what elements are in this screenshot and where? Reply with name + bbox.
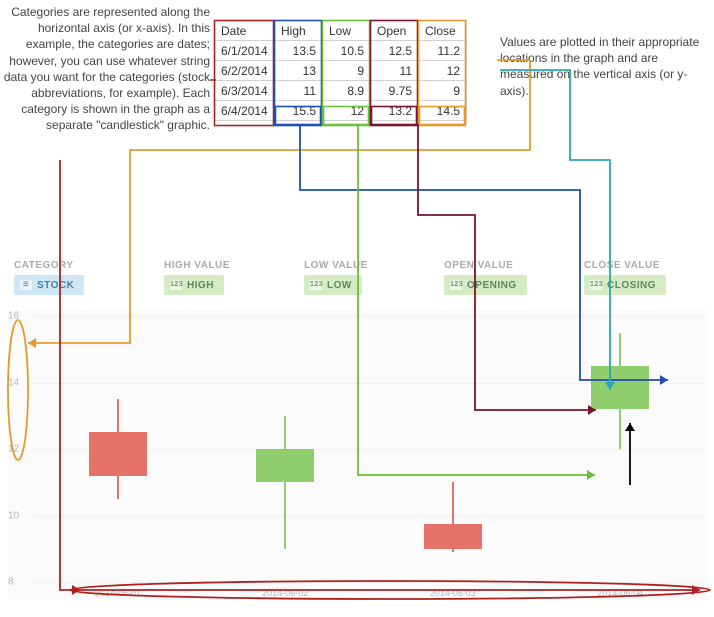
table-cell: 11	[371, 61, 419, 81]
table-cell: 6/2/2014	[215, 61, 275, 81]
candlestick	[89, 310, 147, 600]
table-header: Close	[419, 21, 467, 41]
candle-body	[89, 432, 147, 475]
data-table: DateHighLowOpenClose6/1/201413.510.512.5…	[214, 20, 467, 121]
shelf-column: LOW VALUE 123 LOW	[298, 260, 438, 295]
diagram-root: { "layout": { "width": 714, "height": 61…	[0, 0, 714, 617]
field-pill[interactable]: 123 HIGH	[164, 275, 224, 295]
table-cell: 14.5	[419, 101, 467, 121]
candlestick	[256, 310, 314, 600]
shelf-column: CATEGORY ≡ STOCK	[8, 260, 158, 295]
pill-label: OPENING	[467, 280, 517, 291]
y-axis-tick: 12	[8, 444, 19, 455]
pill-label: STOCK	[37, 280, 74, 291]
annotation-left: Categories are represented along the hor…	[0, 4, 210, 134]
field-pill[interactable]: 123 LOW	[304, 275, 362, 295]
shelf-column: OPEN VALUE 123 OPENING	[438, 260, 578, 295]
shelf-label: OPEN VALUE	[444, 260, 572, 271]
table-cell: 11.2	[419, 41, 467, 61]
field-pill[interactable]: 123 OPENING	[444, 275, 527, 295]
table-cell: 12.5	[371, 41, 419, 61]
pill-label: LOW	[327, 280, 352, 291]
table-header: Low	[323, 21, 371, 41]
pill-label: HIGH	[187, 280, 214, 291]
table-cell: 6/3/2014	[215, 81, 275, 101]
number-icon: 123	[310, 280, 322, 290]
table-cell: 12	[323, 101, 371, 121]
table-row: 6/2/20141391112	[215, 61, 467, 81]
number-icon: 123	[450, 280, 462, 290]
annotation-top-right: Values are plotted in their appropriate …	[500, 34, 700, 99]
shelf-label: CLOSE VALUE	[584, 260, 702, 271]
table-row: 6/3/2014118.99.759	[215, 81, 467, 101]
candlestick	[591, 310, 649, 600]
table-header: Open	[371, 21, 419, 41]
table-cell: 9	[419, 81, 467, 101]
field-pill[interactable]: 123 CLOSING	[584, 275, 666, 295]
shelf-label: LOW VALUE	[304, 260, 432, 271]
candle-body	[591, 366, 649, 409]
category-icon: ≡	[20, 280, 32, 290]
table-cell: 11	[275, 81, 323, 101]
y-axis-tick: 8	[8, 577, 14, 588]
shelf-column: CLOSE VALUE 123 CLOSING	[578, 260, 708, 295]
table-header: High	[275, 21, 323, 41]
table-row: 6/4/201415.51213.214.5	[215, 101, 467, 121]
table-cell: 9	[323, 61, 371, 81]
table-cell: 8.9	[323, 81, 371, 101]
number-icon: 123	[170, 280, 182, 290]
table-cell: 15.5	[275, 101, 323, 121]
table-cell: 13.2	[371, 101, 419, 121]
shelf-column: HIGH VALUE 123 HIGH	[158, 260, 298, 295]
table-cell: 12	[419, 61, 467, 81]
y-axis-tick: 10	[8, 510, 19, 521]
candle-body	[424, 524, 482, 549]
field-pill[interactable]: ≡ STOCK	[14, 275, 84, 295]
candlestick-chart: 8101214162014-06-012014-06-022014-06-032…	[8, 310, 708, 600]
table-cell: 13	[275, 61, 323, 81]
table-cell: 9.75	[371, 81, 419, 101]
y-axis-tick: 14	[8, 377, 19, 388]
table-cell: 10.5	[323, 41, 371, 61]
candle-body	[256, 449, 314, 482]
y-axis-tick: 16	[8, 311, 19, 322]
table-row: 6/1/201413.510.512.511.2	[215, 41, 467, 61]
candlestick	[424, 310, 482, 600]
candle-wick	[284, 416, 286, 549]
pill-label: CLOSING	[607, 280, 656, 291]
field-shelf: CATEGORY ≡ STOCK HIGH VALUE 123 HIGH LOW VALUE…	[8, 260, 708, 295]
shelf-label: CATEGORY	[14, 260, 152, 271]
table-header: Date	[215, 21, 275, 41]
number-icon: 123	[590, 280, 602, 290]
shelf-label: HIGH VALUE	[164, 260, 292, 271]
table-cell: 6/1/2014	[215, 41, 275, 61]
table-cell: 13.5	[275, 41, 323, 61]
table-cell: 6/4/2014	[215, 101, 275, 121]
